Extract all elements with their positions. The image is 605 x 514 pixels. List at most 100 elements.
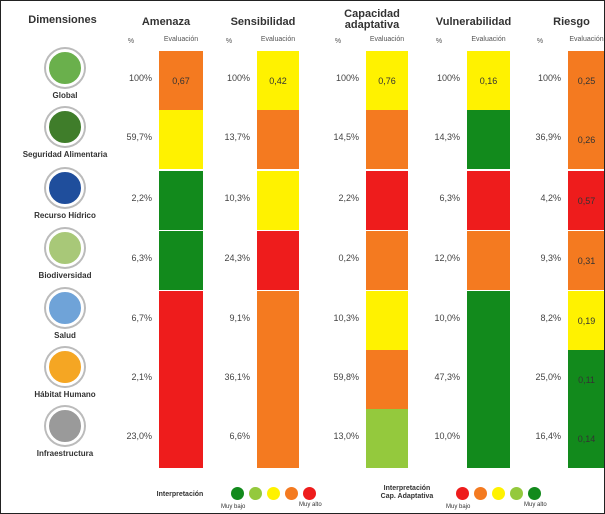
evaluation-cell [159,110,203,169]
percentage: 9,1% [229,313,250,323]
percentage: 36,1% [224,372,250,382]
evaluation-cell: 0,11 [568,350,604,409]
evaluation-cell [257,231,299,290]
percentage: 6,7% [131,313,152,323]
evaluation-cell: 0,76 [366,51,408,110]
pct-subheader: % [225,38,233,45]
legend-low: Muy bajo [221,504,246,510]
evaluation-cell [366,291,408,350]
percentage: 9,3% [540,253,561,263]
percentage: 6,3% [439,193,460,203]
evaluation-cell [257,291,299,350]
percentage: 100% [537,73,561,83]
evaluation-cell [467,110,510,169]
column-header: Capacidad adaptativa [344,8,400,31]
legend-swatch [492,487,505,500]
percentage: 13,7% [224,132,250,142]
eval-subheader: Evaluación [471,36,506,43]
dimension-icon [46,348,84,386]
percentage: 2,2% [131,193,152,203]
dimension-name: Hábitat Humano [34,390,96,399]
legend-swatch [456,487,469,500]
pct-subheader: % [435,38,443,45]
evaluation-cell [467,350,510,409]
percentage: 14,3% [434,132,460,142]
percentage: 47,3% [434,372,460,382]
dimension-icon [46,169,84,207]
legend-title: Interpretación [156,491,204,498]
percentage: 100% [226,73,250,83]
evaluation-cell [366,409,408,468]
percentage: 59,7% [126,132,152,142]
evaluation-cell: 0,16 [467,51,510,110]
percentage: 2,1% [131,372,152,382]
percentage: 100% [436,73,460,83]
percentage: 10,3% [224,193,250,203]
evaluation-cell: 0,57 [568,171,604,230]
dimension-name: Biodiversidad [38,271,92,280]
eval-subheader: Evaluación [260,36,296,43]
percentage: 4,2% [540,193,561,203]
percentage: 12,0% [434,253,460,263]
percentage: 14,5% [333,132,359,142]
pct-subheader: % [334,38,342,45]
percentage: 100% [335,73,359,83]
evaluation-cell [257,171,299,230]
evaluation-cell [467,231,510,290]
eval-subheader: Evaluación [369,36,405,43]
legend-swatch [474,487,487,500]
evaluation-cell: 0,42 [257,51,299,110]
evaluation-cell [467,409,510,468]
evaluation-cell [366,350,408,409]
legend-title: Interpretación Cap. Adaptativa [380,485,434,500]
evaluation-cell [159,231,203,290]
pct-subheader: % [536,38,544,45]
eval-subheader: Evaluación [569,36,604,43]
legend-swatch [510,487,523,500]
evaluation-cell [159,409,203,468]
legend-swatch [267,487,280,500]
dimension-icon [46,407,84,445]
column-header: Vulnerabilidad [435,16,512,28]
evaluation-cell: 0,14 [568,409,604,468]
percentage: 100% [128,73,152,83]
corner-header: Dimensiones [28,14,97,26]
legend-swatch [285,487,298,500]
evaluation-cell [467,171,510,230]
evaluation-cell: 0,67 [159,51,203,110]
percentage: 0,2% [338,253,359,263]
percentage: 6,3% [131,253,152,263]
percentage: 59,8% [333,372,359,382]
dimension-name: Global [52,91,78,100]
percentage: 13,0% [333,431,359,441]
dimension-icon [46,229,84,267]
dimension-name: Seguridad Alimentaria [22,150,108,159]
evaluation-cell [257,350,299,409]
evaluation-cell [467,291,510,350]
percentage: 10,0% [434,313,460,323]
legend-swatch [528,487,541,500]
dimension-name: Salud [54,331,76,340]
percentage: 10,0% [434,431,460,441]
percentage: 6,6% [229,431,250,441]
percentage: 16,4% [535,431,561,441]
legend-high: Muy alto [299,502,322,508]
percentage: 36,9% [535,132,561,142]
evaluation-cell [159,350,203,409]
evaluation-cell: 0,19 [568,291,604,350]
column-header: Amenaza [141,16,191,28]
dimension-name: Infraestructura [36,449,94,458]
evaluation-cell [257,110,299,169]
percentage: 10,3% [333,313,359,323]
dimension-name: Recurso Hídrico [34,211,96,220]
evaluation-cell [366,231,408,290]
evaluation-cell [366,171,408,230]
evaluation-cell [257,409,299,468]
column-header: Riesgo [553,16,590,28]
eval-subheader: Evaluación [163,36,199,43]
legend-low: Muy bajo [446,504,471,510]
evaluation-cell [159,291,203,350]
legend-swatch [249,487,262,500]
legend-high: Muy alto [524,502,547,508]
evaluation-cell: 0,31 [568,231,604,290]
